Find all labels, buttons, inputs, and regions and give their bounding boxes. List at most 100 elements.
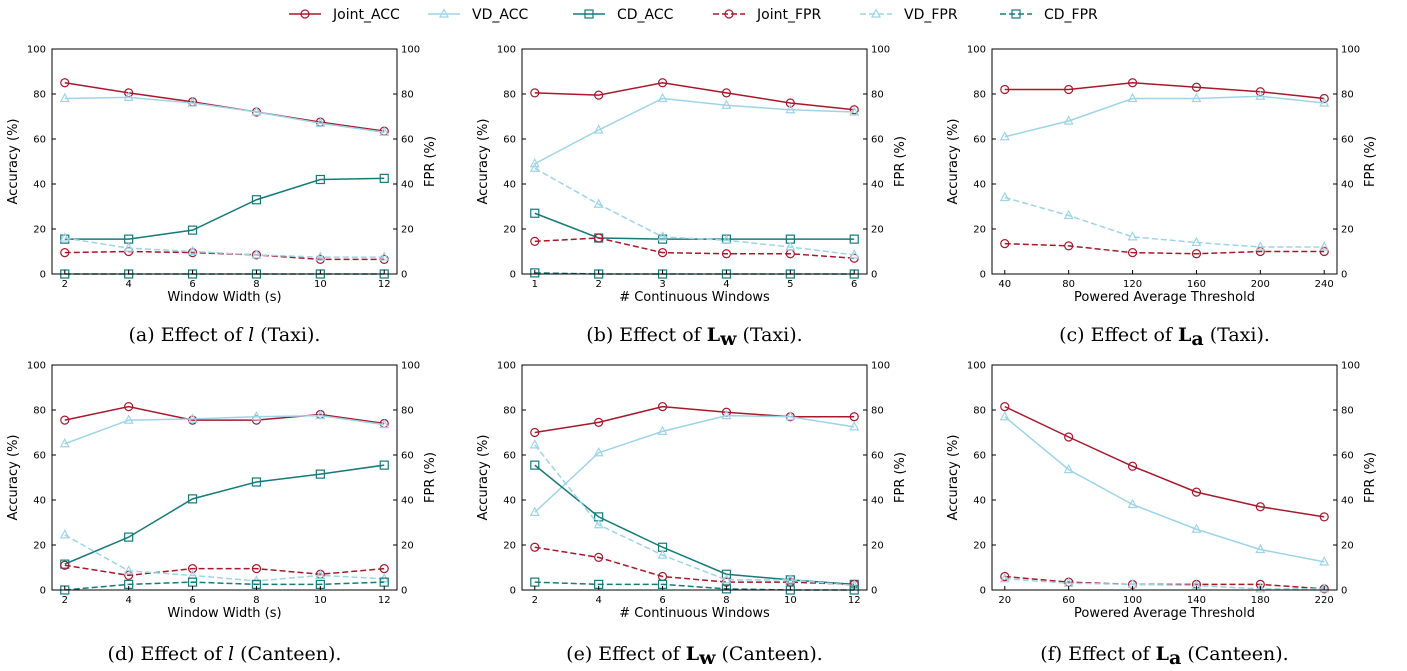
y-tick-label: 80 <box>33 90 46 101</box>
data-point <box>657 248 668 258</box>
legend-label: CD_FPR <box>1044 7 1098 23</box>
series-line <box>534 464 855 586</box>
legend-marker <box>584 9 594 19</box>
y-axis-label: Accuracy (%) <box>476 435 491 521</box>
series-vd_fpr <box>999 572 1330 593</box>
data-point <box>60 248 70 258</box>
data-point <box>1000 571 1010 582</box>
y2-tick-label: 80 <box>1341 90 1354 101</box>
legend-entry-vd_fpr: VD_FPR <box>860 7 958 23</box>
y2-tick-label: 40 <box>871 496 884 507</box>
y-tick-label: 0 <box>980 270 986 281</box>
data-point <box>849 106 860 116</box>
y2-tick-label: 80 <box>871 406 884 417</box>
data-point <box>251 195 262 205</box>
data-point <box>657 78 668 88</box>
y-tick-label: 60 <box>33 451 46 462</box>
y2-tick-label: 0 <box>401 586 407 597</box>
data-point <box>657 549 668 559</box>
data-point <box>785 574 796 584</box>
x-tick-label: 100 <box>1123 595 1142 606</box>
data-point <box>530 208 540 218</box>
legend-label: Joint_ACC <box>332 7 400 23</box>
data-point <box>999 410 1010 421</box>
data-point <box>59 437 70 448</box>
y-axis-label: Accuracy (%) <box>476 119 491 205</box>
data-point <box>594 552 604 562</box>
data-point <box>999 130 1010 141</box>
data-point <box>785 410 796 421</box>
series-cd_fpr <box>60 577 389 595</box>
x-tick-label: 240 <box>1315 279 1334 290</box>
data-point <box>721 574 732 584</box>
data-point <box>187 248 198 258</box>
x-tick-label: 8 <box>723 595 729 606</box>
data-point <box>1064 84 1074 95</box>
data-point <box>1127 92 1138 103</box>
caption-prefix: (b) Effect of <box>586 324 706 346</box>
data-point <box>530 460 540 470</box>
data-point <box>1255 543 1266 554</box>
panel-e: 0 0 20 20 40 40 60 60 80 80 100 100 2 4 6 8 10 12 # Contin… <box>476 361 908 670</box>
series-cd_fpr <box>530 268 859 279</box>
data-point <box>124 532 134 542</box>
caption-symbol: L <box>1156 643 1169 665</box>
x-tick-label: 4 <box>125 595 131 606</box>
data-point <box>849 421 860 431</box>
data-point <box>59 529 70 539</box>
data-point <box>1063 209 1074 220</box>
y-tick-label: 100 <box>497 361 516 372</box>
series-line <box>534 97 855 165</box>
legend-label: CD_ACC <box>617 7 674 23</box>
caption-prefix: (f) Effect of <box>1040 643 1155 665</box>
legend-marker <box>439 8 449 18</box>
series-vd_acc <box>529 409 860 516</box>
y2-axis-label: FPR (%) <box>1363 452 1378 503</box>
series-joint_fpr <box>530 542 859 589</box>
y-tick-label: 60 <box>973 451 986 462</box>
caption-symbol-subscript: a <box>1169 647 1181 669</box>
x-tick-label: 80 <box>1062 279 1075 290</box>
x-tick-label: 8 <box>253 595 259 606</box>
x-tick-label: 1 <box>532 279 538 290</box>
series-joint_acc <box>530 78 859 115</box>
data-point <box>251 410 262 421</box>
series-line <box>64 414 385 445</box>
data-point <box>593 124 604 134</box>
legend-marker <box>871 8 881 18</box>
y-tick-label: 40 <box>503 180 516 191</box>
data-point <box>721 88 732 98</box>
data-point <box>60 415 70 425</box>
data-point <box>849 234 859 244</box>
y2-tick-label: 40 <box>401 180 414 191</box>
y-tick-label: 0 <box>510 270 516 281</box>
series-line <box>534 81 855 111</box>
data-point <box>379 418 390 429</box>
y-tick-label: 20 <box>973 225 986 236</box>
y-tick-label: 60 <box>503 451 516 462</box>
y2-tick-label: 80 <box>871 90 884 101</box>
legend-label: Joint_FPR <box>756 7 821 23</box>
plot-frame <box>991 364 1338 591</box>
x-tick-label: 12 <box>378 279 391 290</box>
data-point <box>187 225 198 235</box>
data-point <box>529 439 540 449</box>
series-vd_fpr <box>529 162 860 259</box>
plot-frame <box>51 364 398 591</box>
data-point <box>1255 583 1266 593</box>
data-point <box>849 105 859 115</box>
x-tick-label: 180 <box>1251 595 1270 606</box>
x-tick-label: 2 <box>595 279 601 290</box>
y-tick-label: 0 <box>510 586 516 597</box>
panel-caption: (c) Effect of La (Taxi). <box>1059 324 1270 350</box>
y2-axis-label: FPR (%) <box>1363 136 1378 187</box>
data-point <box>657 231 668 241</box>
data-point <box>593 518 604 529</box>
y-tick-label: 20 <box>503 541 516 552</box>
data-point <box>1127 248 1138 258</box>
caption-suffix: (Canteen). <box>1181 643 1288 665</box>
data-point <box>785 103 796 114</box>
panel-caption: (e) Effect of Lw (Canteen). <box>566 643 823 669</box>
data-point <box>187 564 198 574</box>
y-tick-label: 0 <box>40 586 46 597</box>
